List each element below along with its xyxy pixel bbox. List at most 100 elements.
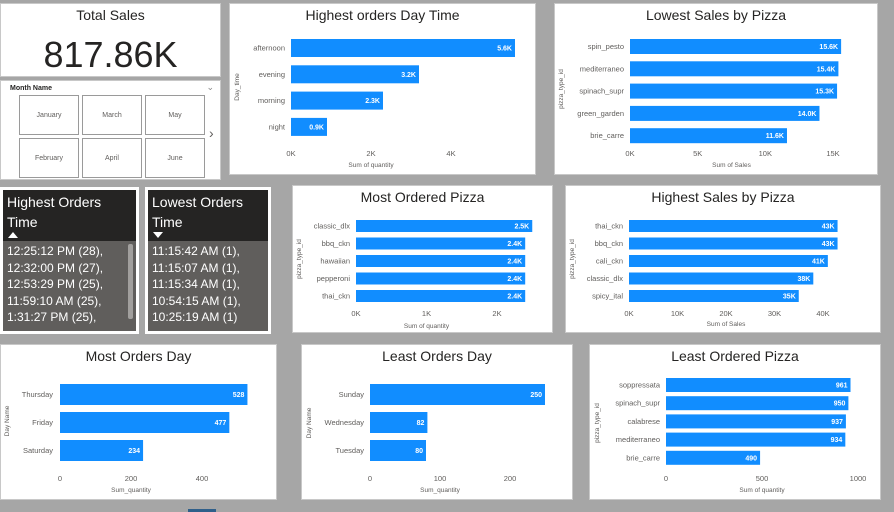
table-header-line2: Time [7, 214, 38, 230]
chevron-right-icon[interactable]: › [209, 125, 214, 141]
table-row: 11:15:42 AM (1), [152, 244, 240, 258]
category-label: night [269, 122, 286, 131]
table-header-line1: Highest Orders [7, 194, 102, 210]
tick-label: 30K [768, 309, 781, 318]
table-header[interactable]: Highest Orders Time [3, 190, 136, 241]
data-label: 0.9K [309, 124, 324, 131]
data-label: 2.3K [365, 98, 380, 105]
table-header[interactable]: Lowest Orders Time [148, 190, 268, 241]
data-label: 528 [233, 392, 245, 399]
table-row: 10:25:19 AM (1) [152, 310, 238, 324]
category-label: spinach_supr [579, 87, 624, 96]
table-row: 12:53:29 PM (25), [7, 277, 104, 291]
table-row: 1:31:27 PM (25), [7, 310, 97, 324]
bar [291, 65, 419, 84]
month-button-may[interactable]: May [145, 95, 205, 135]
tick-label: 20K [719, 309, 732, 318]
bar [356, 272, 526, 285]
month-button-february[interactable]: February [19, 138, 79, 178]
category-label: bbq_ckn [595, 239, 623, 248]
tick-label: 0K [286, 149, 295, 158]
category-label: pepperoni [317, 274, 351, 283]
lowest-orders-time-table: Lowest Orders Time 11:15:42 AM (1), 11:1… [145, 187, 271, 334]
data-label: 41K [812, 259, 825, 266]
data-label: 11.6K [766, 133, 784, 140]
most-orders-day-chart: Most Orders Day Day Name Thursday 528 Frida… [0, 344, 277, 500]
month-button-march[interactable]: March [82, 95, 142, 135]
category-label: Tuesday [336, 446, 365, 455]
highest-orders-time-table: Highest Orders Time 12:25:12 PM (28), 12… [0, 187, 139, 334]
category-label: spicy_ital [592, 292, 623, 301]
data-label: 43K [822, 241, 835, 248]
data-label: 250 [530, 392, 542, 399]
bar [370, 412, 428, 433]
table-row: 12:25:12 PM (28), [7, 244, 104, 258]
category-label: spinach_supr [615, 399, 660, 408]
bar [666, 450, 761, 465]
table-row: 11:15:07 AM (1), [152, 260, 240, 275]
data-label: 15.6K [819, 44, 838, 51]
bar [629, 255, 828, 267]
chevron-down-icon[interactable]: ⌄ [206, 82, 214, 92]
bar [630, 61, 839, 77]
month-button-june[interactable]: June [145, 138, 205, 178]
data-label: 82 [417, 420, 425, 427]
chart-plot: pizza_type_id soppressata 961 spinach_supr 9… [594, 378, 866, 494]
total-sales-title: Total Sales [76, 7, 145, 23]
data-label: 477 [215, 420, 227, 427]
category-label: bbq_ckn [322, 239, 350, 248]
bar [666, 378, 851, 392]
bar [630, 105, 820, 121]
table-row: 12:32:00 PM (27), [7, 260, 104, 275]
bar [629, 237, 838, 250]
tick-label: 2K [492, 309, 501, 318]
category-label: Thursday [22, 390, 54, 399]
y-axis-title: Day Name [4, 405, 11, 436]
slicer-title: Month Name [10, 85, 52, 92]
sort-descending-icon[interactable] [153, 232, 163, 238]
data-label: 950 [834, 401, 846, 408]
tick-label: 200 [504, 474, 517, 483]
category-label: green_garden [577, 109, 624, 118]
data-label: 14.0K [798, 111, 817, 118]
category-label: Friday [32, 418, 53, 427]
highest-orders-day-time-chart: Highest orders Day Time Day_time afternoo… [229, 3, 536, 175]
category-label: brie_carre [626, 453, 660, 462]
lowest-sales-by-pizza-chart: Lowest Sales by Pizza pizza_type_id spin_… [554, 3, 878, 175]
category-label: Saturday [23, 446, 53, 455]
bar [356, 220, 533, 232]
table-row: 11:59:10 AM (25), [7, 293, 102, 308]
chart-plot: Day Name Thursday 528 Friday 477 Saturday 234 0… [4, 384, 248, 494]
table-header-line1: Lowest Orders [152, 194, 244, 210]
y-axis-title: pizza_type_id [594, 403, 601, 443]
data-label: 234 [128, 448, 140, 455]
page-tab[interactable] [188, 509, 216, 512]
month-button-april[interactable]: April [82, 138, 142, 178]
category-label: classic_dlx [314, 222, 351, 231]
category-label: mediterraneo [616, 435, 660, 444]
data-label: 5.6K [497, 46, 512, 53]
category-label: Wednesday [325, 418, 365, 427]
scrollbar[interactable] [128, 244, 133, 319]
tick-label: 100 [434, 474, 447, 483]
tick-label: 400 [196, 474, 209, 483]
y-axis-title: pizza_type_id [558, 69, 565, 109]
category-label: spin_pesto [588, 42, 624, 51]
table-row: 11:15:34 AM (1), [152, 277, 240, 291]
bar [629, 272, 814, 285]
bar [356, 237, 526, 250]
data-label: 2.4K [507, 294, 522, 301]
category-label: mediterraneo [580, 64, 624, 73]
tick-label: 200 [125, 474, 138, 483]
bar [60, 440, 144, 461]
table-body: 11:15:42 AM (1), 11:15:07 AM (1), 11:15:… [148, 241, 268, 331]
bar [666, 432, 846, 447]
bar [370, 384, 545, 405]
data-label: 490 [745, 455, 757, 462]
x-axis-title: Sum of quantity [348, 162, 394, 169]
chart-title: Highest Sales by Pizza [651, 189, 795, 205]
bar [666, 414, 846, 429]
month-button-january[interactable]: January [19, 95, 79, 135]
sort-ascending-icon[interactable] [8, 232, 18, 238]
category-label: hawaiian [320, 257, 350, 266]
